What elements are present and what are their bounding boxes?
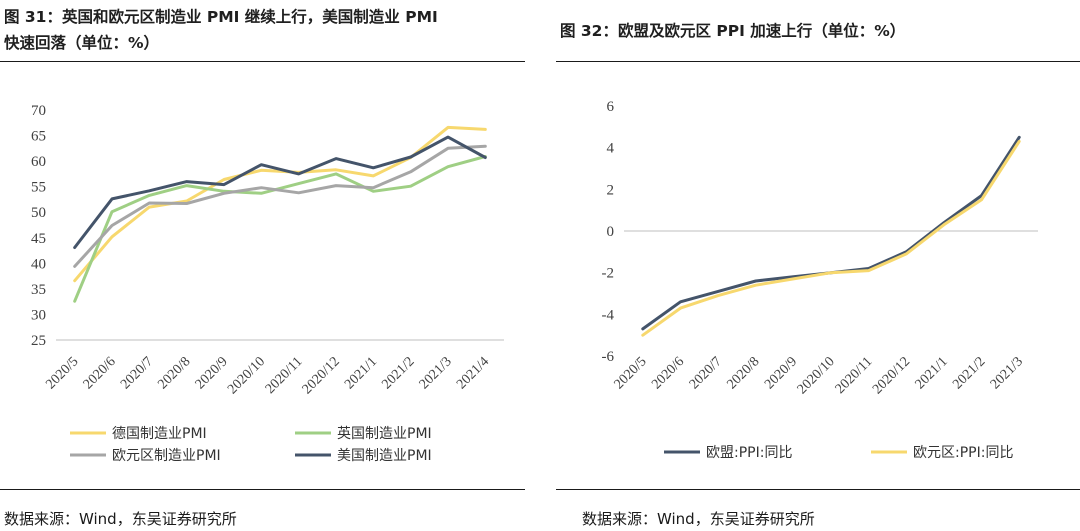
left-y-tick-label: 35	[31, 282, 46, 298]
right-x-tick-label: 2021/3	[988, 354, 1026, 392]
left-x-tick-label: 2020/8	[155, 354, 193, 392]
left-y-tick-label: 40	[31, 256, 46, 272]
right-y-tick-label: -6	[602, 349, 615, 365]
left-y-tick-label: 25	[31, 333, 46, 349]
left-source-text: 数据来源：Wind，东吴证券研究所	[4, 510, 237, 528]
right-x-tick-label: 2020/5	[612, 354, 650, 392]
left-legend-label-1: 德国制造业PMI	[112, 426, 207, 442]
right-y-tick-label: -2	[602, 266, 615, 282]
left-x-tick-label: 2020/12	[300, 354, 343, 397]
right-y-tick-label: 0	[607, 224, 615, 240]
left-series-line-4	[73, 135, 487, 249]
right-series-line-2	[641, 139, 1021, 337]
left-x-tick-label: 2021/1	[342, 354, 380, 392]
left-series-line-3	[73, 144, 487, 268]
left-legend-label-2: 英国制造业PMI	[337, 425, 432, 442]
right-legend-label-1: 欧盟:PPI:同比	[706, 445, 792, 461]
left-y-tick-label: 65	[31, 129, 46, 145]
left-title-rule	[0, 61, 525, 62]
left-source-rule	[0, 489, 525, 490]
left-x-tick-label: 2020/6	[81, 354, 119, 392]
left-y-tick-label: 45	[31, 231, 46, 247]
left-y-tick-label: 55	[31, 180, 46, 196]
left-x-tick-label: 2020/11	[263, 354, 306, 397]
right-x-tick-label: 2021/2	[950, 354, 988, 392]
left-legend-label-4: 美国制造业PMI	[337, 448, 432, 464]
right-chart-panel: 图 32：欧盟及欧元区 PPI 加速上行（单位：%） -6 -4 -2 0 2 4 6 202…	[556, 0, 1080, 531]
right-title-rule	[556, 61, 1080, 62]
left-y-tick-label: 60	[31, 154, 46, 170]
left-x-tick-label: 2021/3	[417, 354, 455, 392]
left-y-tick-label: 70	[31, 103, 46, 119]
left-x-tick-label: 2021/4	[454, 354, 492, 392]
right-x-tick-label: 2020/11	[833, 354, 876, 397]
right-x-tick-label: 2020/10	[795, 354, 838, 397]
right-y-tick-label: 2	[607, 182, 615, 198]
right-chart-title: 图 32：欧盟及欧元区 PPI 加速上行（单位：%）	[560, 22, 906, 40]
right-series-line-1	[641, 135, 1021, 331]
right-y-tick-label: -4	[602, 307, 615, 323]
right-x-tick-label: 2020/8	[724, 354, 762, 392]
left-y-tick-label: 30	[31, 307, 46, 323]
left-legend-label-3: 欧元区制造业PMI	[112, 448, 221, 464]
right-x-tick-label: 2020/6	[649, 354, 687, 392]
left-chart-panel: 图 31：英国和欧元区制造业 PMI 继续上行，美国制造业 PMI 快速回落（单…	[0, 0, 525, 531]
right-y-tick-label: 6	[607, 99, 615, 115]
right-source-text: 数据来源：Wind，东吴证券研究所	[582, 510, 815, 528]
left-series-line-2	[73, 155, 487, 303]
right-x-tick-label: 2021/1	[913, 354, 951, 392]
left-chart-title: 图 31：英国和欧元区制造业 PMI 继续上行，美国制造业 PMI 快速回落（单…	[4, 8, 438, 52]
right-source-rule	[556, 489, 1080, 490]
left-x-tick-label: 2020/7	[118, 354, 156, 392]
left-x-tick-label: 2020/10	[225, 354, 268, 397]
left-y-tick-label: 50	[31, 205, 46, 221]
right-legend-label-2: 欧元区:PPI:同比	[913, 445, 1013, 461]
left-x-tick-label: 2021/2	[379, 354, 417, 392]
left-x-tick-label: 2020/5	[43, 354, 81, 392]
right-x-tick-label: 2020/12	[870, 354, 913, 397]
right-x-tick-label: 2020/7	[687, 354, 725, 392]
right-y-tick-label: 4	[607, 141, 615, 157]
